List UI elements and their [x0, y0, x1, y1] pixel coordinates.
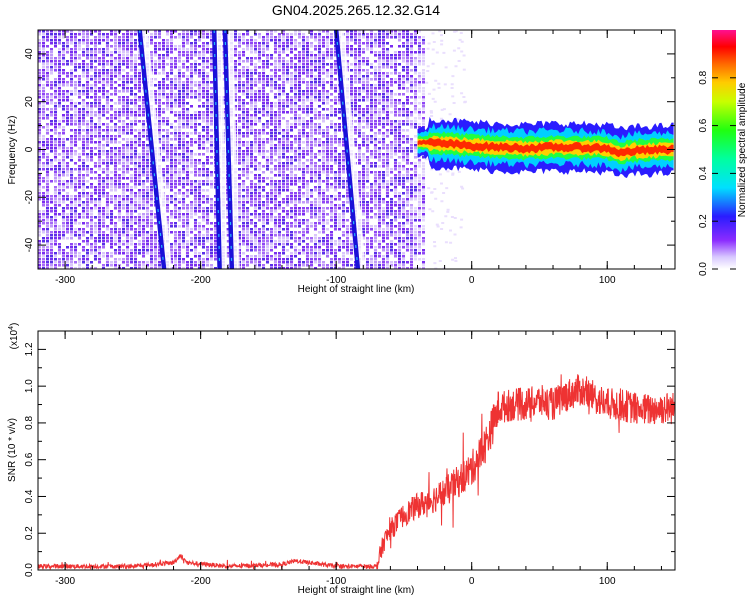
- colorbar-gradient: [712, 30, 736, 269]
- x-tick-label: -100: [326, 576, 346, 587]
- x-tick-label: 100: [599, 275, 616, 286]
- snr-x-label: Height of straight line (km): [298, 585, 415, 596]
- y-tick-label: 0.2: [24, 526, 35, 540]
- x-tick-label: 0: [469, 576, 475, 587]
- x-tick-label: -200: [191, 275, 211, 286]
- y-tick-label: 0.4: [24, 489, 35, 503]
- snr-y-ticks: 0.0 0.2 0.4 0.6 0.8 1.0 1.2: [24, 330, 675, 577]
- colorbar-label: Normalized spectral amplitude: [737, 82, 748, 217]
- band-layer-core: [417, 138, 674, 158]
- x-tick-label: -300: [55, 576, 75, 587]
- colorbar-tick-label: 0.6: [698, 118, 709, 132]
- spectrogram-y-label: Frequency (Hz): [7, 116, 18, 185]
- snr-panel: -300 -200 -100 0 100 0.0 0.2 0.4 0.6 0.8 1.0 1.2 H…: [7, 323, 676, 596]
- x-tick-label: -100: [326, 275, 346, 286]
- y-tick-label: 20: [24, 96, 35, 108]
- x-tick-label: 0: [469, 275, 475, 286]
- spectrogram-streaks: [137, 30, 366, 269]
- colorbar: 0.0 0.2 0.4 0.6 0.8 Normalized spectral ampl…: [698, 30, 748, 276]
- streak-gap-4: [338, 30, 366, 269]
- spectrogram-x-ticks: -300 -200 -100 0 100: [37, 30, 662, 286]
- y-tick-label: 0.6: [24, 452, 35, 466]
- streak-gap-2: [216, 30, 228, 269]
- y-tick-label: 0.8: [24, 416, 35, 430]
- spectrogram-cells: [38, 30, 467, 269]
- colorbar-ticks: 0.0 0.2 0.4 0.6 0.8: [698, 70, 736, 276]
- snr-x-ticks: -300 -200 -100 0 100: [37, 331, 662, 587]
- streak-gap-3: [227, 30, 240, 269]
- colorbar-tick-label: 0.8: [698, 70, 709, 84]
- chart-title: GN04.2025.265.12.32.G14: [272, 2, 440, 18]
- streak-gap-1: [141, 30, 173, 269]
- streak-2: [211, 30, 222, 269]
- streak-4: [333, 30, 361, 269]
- noise-cells-3: [38, 30, 425, 269]
- snr-frame: [37, 330, 676, 571]
- snr-y-label: SNR (10 * v/v): [7, 418, 18, 482]
- snr-series-line: [38, 374, 675, 570]
- y-tick-label: 0: [24, 146, 35, 152]
- x-tick-label: -300: [55, 275, 75, 286]
- y-tick-label: 0.0: [24, 563, 35, 577]
- colorbar-tick-label: 0.0: [698, 262, 709, 276]
- y-tick-label: 1.0: [24, 379, 35, 393]
- y-tick-label: -20: [24, 190, 35, 205]
- spectrogram-x-label: Height of straight line (km): [298, 284, 415, 295]
- noise-cells-6: [414, 30, 425, 269]
- streak-3: [222, 30, 235, 269]
- signal-band: [417, 116, 674, 178]
- colorbar-tick-label: 0.2: [698, 214, 709, 228]
- y-tick-label: -40: [24, 237, 35, 252]
- noise-cells-5: [38, 30, 425, 269]
- x-tick-label: 100: [599, 576, 616, 587]
- spectrogram-y-ticks: -40 -20 0 20 40: [24, 29, 675, 270]
- y-tick-label: 1.2: [24, 342, 35, 356]
- streak-1-highlight: [139, 30, 165, 269]
- colorbar-tick-label: 0.4: [698, 166, 709, 180]
- y-tick-label: 40: [24, 48, 35, 60]
- snr-scale-label: (x104): [8, 323, 20, 350]
- noise-cells-2: [38, 30, 425, 269]
- x-tick-label: -200: [191, 576, 211, 587]
